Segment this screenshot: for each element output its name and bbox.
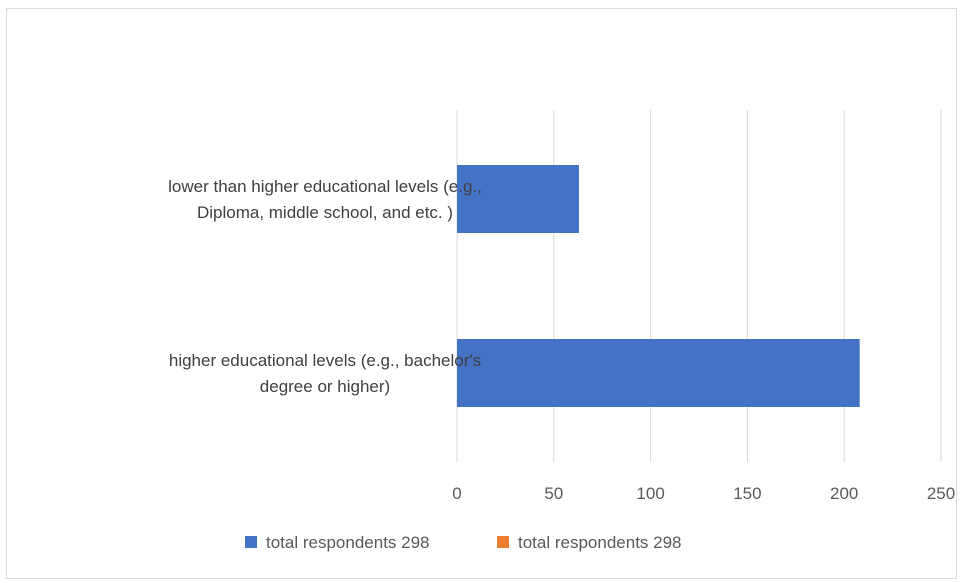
bars xyxy=(457,165,860,407)
legend-swatch xyxy=(245,536,257,548)
x-tick-label: 250 xyxy=(927,484,955,503)
x-tick-label: 50 xyxy=(544,484,563,503)
legend: total respondents 298 total respondents 2… xyxy=(245,533,682,552)
chart-frame xyxy=(6,8,957,579)
category-label: Diploma, middle school, and etc. ) xyxy=(197,203,453,222)
legend-label: total respondents 298 xyxy=(266,533,430,552)
x-tick-label: 200 xyxy=(830,484,858,503)
gridlines xyxy=(456,110,942,462)
x-tick-label: 100 xyxy=(636,484,664,503)
legend-swatch xyxy=(497,536,509,548)
category-labels: lower than higher educational levels (e.… xyxy=(168,177,482,396)
category-label: lower than higher educational levels (e.… xyxy=(168,177,482,196)
bar-1 xyxy=(457,339,860,407)
bar-0 xyxy=(457,165,579,233)
category-label: higher educational levels (e.g., bachelo… xyxy=(169,351,481,370)
x-tick-label: 150 xyxy=(733,484,761,503)
legend-label: total respondents 298 xyxy=(518,533,682,552)
x-axis-ticks: 0 50 100 150 200 250 xyxy=(452,484,955,503)
x-tick-label: 0 xyxy=(452,484,461,503)
category-label: degree or higher) xyxy=(260,377,390,396)
